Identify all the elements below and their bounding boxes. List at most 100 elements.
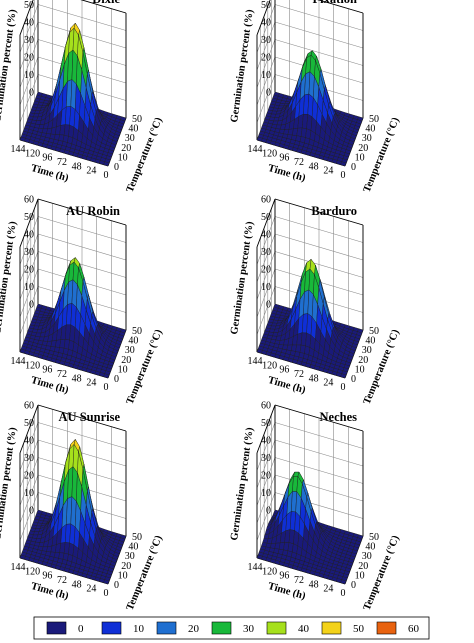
z-tick-label: 50 (24, 0, 34, 11)
y-tick-label: 20 (121, 143, 131, 154)
surface-mesh (256, 258, 364, 379)
x-tick-label: 96 (42, 571, 52, 582)
x-tick-label: 72 (294, 369, 304, 380)
y-tick-label: 50 (369, 532, 379, 543)
y-tick-label: 0 (351, 374, 356, 385)
z-tick-label: 10 (261, 70, 271, 81)
z-tick-label: 60 (24, 401, 34, 412)
panel-title: AU Robin (66, 204, 120, 218)
x-tick-label: 72 (57, 369, 67, 380)
surface-panel: Fixation01020304050601441209672482400102… (229, 0, 402, 194)
z-axis-label: Germination percent (%) (0, 8, 19, 123)
z-tick-label: 30 (24, 453, 34, 464)
y-tick-label: 30 (125, 133, 135, 144)
z-axis-label: Germination percent (%) (0, 220, 19, 335)
legend-label: 20 (188, 623, 200, 635)
y-tick-label: 50 (369, 326, 379, 337)
panel-title: Barduro (311, 204, 357, 218)
x-tick-label: 144 (248, 144, 263, 155)
y-tick-label: 30 (362, 345, 372, 356)
surface-panel: Dixie01020304050601441209672482400102030… (0, 0, 165, 194)
y-tick-label: 10 (355, 152, 365, 163)
z-tick-label: 40 (24, 230, 34, 241)
legend-label: 0 (78, 623, 84, 635)
x-tick-label: 0 (341, 170, 346, 181)
y-tick-label: 40 (365, 542, 375, 553)
panel-title: Neches (320, 410, 358, 424)
legend: 0 10 20 30 40 50 60 (33, 616, 430, 640)
z-tick-label: 20 (24, 265, 34, 276)
z-tick-label: 50 (24, 212, 34, 223)
z-axis-label: Germination percent (%) (0, 426, 19, 541)
y-tick-label: 50 (132, 326, 142, 337)
x-tick-label: 48 (72, 579, 82, 590)
z-tick-label: 50 (261, 212, 271, 223)
z-tick-label: 20 (261, 471, 271, 482)
legend-label: 10 (133, 623, 145, 635)
z-tick-label: 40 (24, 18, 34, 29)
y-tick-label: 20 (358, 355, 368, 366)
surface-mesh (256, 49, 364, 167)
legend-swatch (266, 621, 287, 635)
z-tick-label: 40 (261, 18, 271, 29)
y-tick-label: 30 (362, 551, 372, 562)
legend-swatch (46, 621, 67, 635)
y-tick-label: 10 (118, 570, 128, 581)
x-tick-label: 72 (294, 157, 304, 168)
x-tick-label: 144 (11, 562, 26, 573)
z-tick-label: 0 (266, 506, 271, 517)
legend-frame (33, 616, 430, 640)
z-tick-label: 10 (24, 70, 34, 81)
y-tick-label: 20 (358, 561, 368, 572)
z-tick-label: 10 (24, 282, 34, 293)
y-tick-label: 10 (355, 364, 365, 375)
z-axis-label: Germination percent (%) (229, 426, 256, 541)
y-tick-label: 10 (118, 152, 128, 163)
z-tick-label: 60 (24, 195, 34, 206)
z-tick-label: 40 (261, 436, 271, 447)
surface-mesh (256, 471, 364, 585)
legend-swatch (101, 621, 122, 635)
x-tick-label: 120 (262, 360, 277, 371)
x-tick-label: 144 (248, 562, 263, 573)
x-tick-label: 48 (72, 161, 82, 172)
z-tick-label: 0 (29, 506, 34, 517)
y-tick-label: 0 (114, 162, 119, 173)
x-tick-label: 48 (72, 373, 82, 384)
z-axis-label: Germination percent (%) (229, 220, 256, 335)
z-tick-label: 40 (261, 230, 271, 241)
x-tick-label: 120 (25, 148, 40, 159)
y-tick-label: 0 (114, 580, 119, 591)
y-tick-label: 40 (128, 336, 138, 347)
legend-label: 30 (243, 623, 255, 635)
panel-title: AU Sunrise (59, 410, 121, 424)
z-tick-label: 10 (261, 282, 271, 293)
x-tick-label: 120 (262, 566, 277, 577)
surface-panels: Dixie01020304050601441209672482400102030… (0, 0, 402, 612)
z-tick-label: 10 (261, 488, 271, 499)
y-tick-label: 30 (125, 345, 135, 356)
x-tick-label: 96 (279, 365, 289, 376)
z-tick-label: 20 (24, 53, 34, 64)
legend-label: 60 (408, 623, 420, 635)
panel-title: Fixation (313, 0, 357, 6)
legend-swatch (376, 621, 397, 635)
x-tick-label: 0 (104, 382, 109, 393)
z-tick-label: 20 (261, 265, 271, 276)
y-tick-label: 50 (132, 114, 142, 125)
z-tick-label: 30 (261, 35, 271, 46)
y-tick-label: 10 (355, 570, 365, 581)
x-tick-label: 96 (42, 153, 52, 164)
x-tick-label: 0 (341, 588, 346, 599)
legend-swatch (211, 621, 232, 635)
legend-label: 40 (298, 623, 310, 635)
y-tick-label: 20 (121, 561, 131, 572)
y-tick-label: 10 (118, 364, 128, 375)
z-tick-label: 60 (261, 195, 271, 206)
z-tick-label: 0 (266, 300, 271, 311)
y-tick-label: 40 (128, 542, 138, 553)
